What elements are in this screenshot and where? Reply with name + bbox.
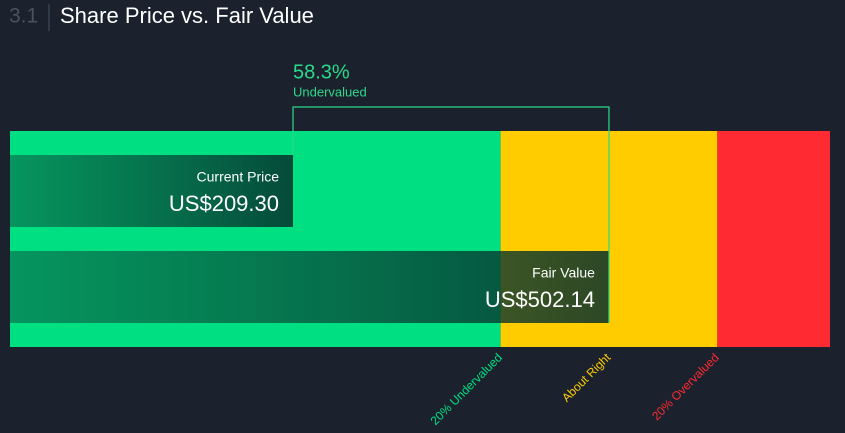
bar-value: US$502.14: [485, 287, 595, 312]
annotation-value: 58.3%: [293, 61, 350, 83]
bar: [10, 251, 609, 323]
bar-category: Fair Value: [532, 265, 595, 281]
annotation-bracket: [292, 106, 610, 323]
section-number: 3.1: [9, 5, 38, 28]
chart-title: Share Price vs. Fair Value: [60, 3, 314, 28]
bar-category: Current Price: [197, 169, 280, 185]
zone: [717, 131, 830, 347]
bar: [10, 155, 294, 227]
bar-value: US$209.30: [169, 191, 279, 216]
annotation-text: Undervalued: [293, 84, 367, 99]
